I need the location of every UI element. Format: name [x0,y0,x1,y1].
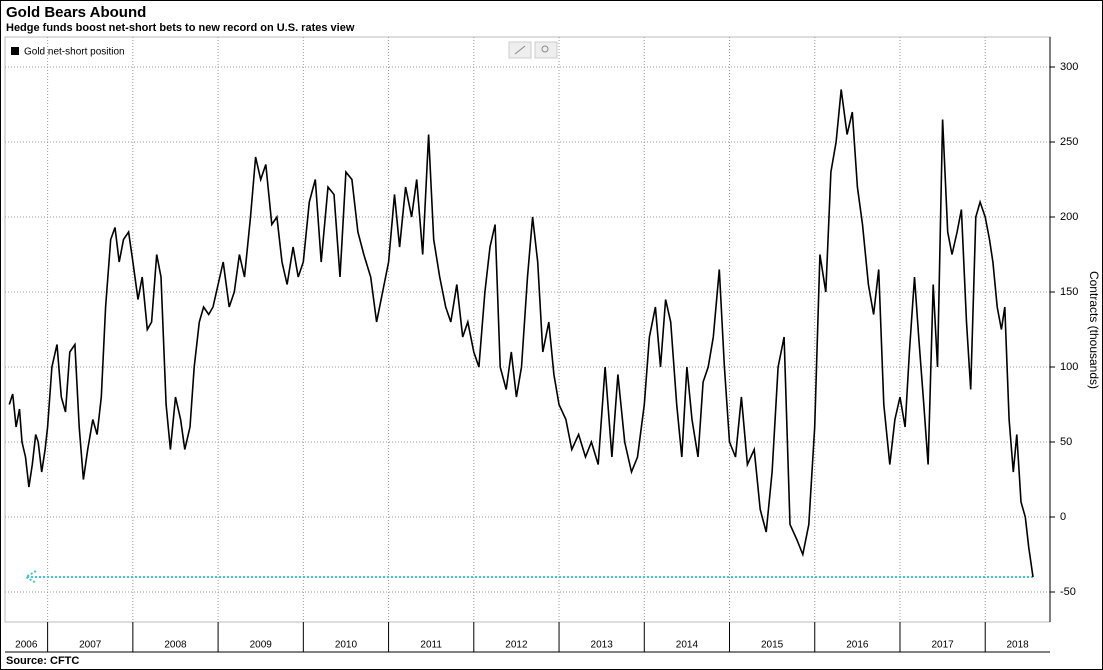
y-tick-label: 150 [1060,286,1078,298]
x-tick-label: 2008 [164,640,187,651]
x-tick-label: 2014 [676,640,699,651]
x-tick-label: 2006 [15,640,38,651]
y-tick-label: 250 [1060,136,1078,148]
x-tick-label: 2010 [335,640,358,651]
line-series [8,89,1034,578]
x-tick-label: 2011 [420,640,442,651]
legend-swatch [11,47,19,55]
zoom-tool[interactable] [534,41,558,59]
x-tick-label: 2016 [846,640,869,651]
plot-area [4,36,1051,623]
source: Source: CFTC [6,655,79,667]
zoom-icon [541,45,549,53]
legend-label: Gold net-short position [24,47,125,58]
x-tick-label: 2018 [1006,640,1029,651]
x-tick-label: 2007 [79,640,102,651]
chart-subtitle: Hedge funds boost net-short bets to new … [6,22,355,34]
x-tick-label: 2012 [505,640,528,651]
x-tick-label: 2009 [250,640,273,651]
y-tick-label: 50 [1060,436,1072,448]
x-tick-label: 2015 [761,640,784,651]
y-tick-label: 300 [1060,61,1078,73]
y-tick-label: 200 [1060,211,1078,223]
x-tick-label: 2017 [931,640,954,651]
x-tick-label: 2013 [591,640,614,651]
chart-title: Gold Bears Abound [6,4,146,21]
y-tick-label: 0 [1060,511,1066,523]
y-axis-label: Contracts (thousands) [1087,271,1101,389]
pen-icon [514,45,526,55]
y-tick-label: 100 [1060,361,1078,373]
y-tick-label: -50 [1060,586,1076,598]
